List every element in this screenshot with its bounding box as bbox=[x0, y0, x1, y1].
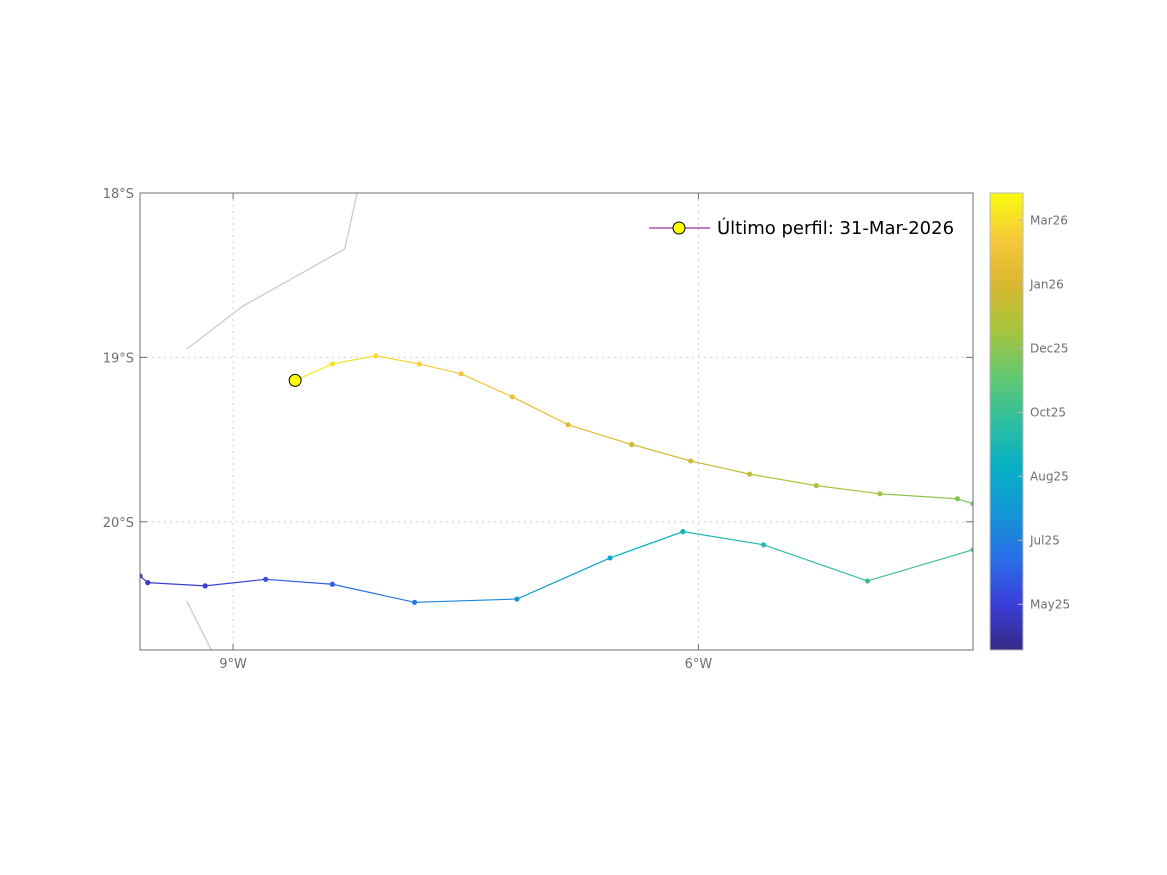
profile-point bbox=[629, 441, 635, 448]
colorbar-label: Jan26 bbox=[1029, 277, 1064, 291]
trajectory-segment bbox=[609, 531, 684, 559]
trajectory-segment bbox=[332, 583, 415, 603]
contour-line bbox=[186, 193, 358, 350]
colorbar-label: Jul25 bbox=[1029, 533, 1060, 547]
profile-point bbox=[145, 580, 151, 586]
x-tick-label: 6°W bbox=[685, 657, 713, 672]
trajectory-segment bbox=[460, 373, 513, 398]
profile-point bbox=[970, 501, 973, 507]
profile-point bbox=[607, 555, 613, 561]
legend-label: Último perfil: 31-Mar-2026 bbox=[717, 217, 954, 239]
contour-lines bbox=[186, 193, 358, 650]
profile-point bbox=[514, 596, 520, 602]
trajectory-segment bbox=[749, 473, 817, 487]
colorbar-label: Mar26 bbox=[1030, 213, 1068, 227]
trajectory-segment bbox=[867, 549, 973, 582]
legend-marker bbox=[672, 221, 686, 235]
profile-point bbox=[416, 361, 422, 367]
profile-point bbox=[760, 542, 767, 548]
trajectory-segment bbox=[294, 363, 333, 381]
profile-point bbox=[329, 581, 335, 587]
profile-point bbox=[329, 361, 335, 367]
profile-point bbox=[202, 583, 208, 589]
trajectory-segment bbox=[375, 355, 420, 365]
profile-point bbox=[954, 496, 961, 502]
colorbar-gradient bbox=[989, 192, 1024, 651]
last-profile-marker bbox=[288, 373, 302, 387]
profile-point bbox=[877, 491, 883, 497]
profile-point bbox=[411, 599, 418, 605]
trajectory-segment bbox=[879, 493, 958, 500]
profile-point bbox=[373, 353, 379, 359]
trajectory-segment bbox=[332, 355, 376, 365]
profile-point bbox=[458, 371, 464, 377]
y-tick-label: 19°S bbox=[103, 351, 134, 366]
profile-point bbox=[747, 471, 753, 477]
trajectory bbox=[140, 353, 973, 605]
trajectory-segment bbox=[957, 498, 973, 505]
y-tick-label: 20°S bbox=[103, 516, 134, 531]
profile-point bbox=[509, 394, 515, 400]
profile-point bbox=[140, 573, 143, 579]
profile-point bbox=[864, 578, 871, 584]
colorbar-label: Aug25 bbox=[1030, 469, 1069, 483]
trajectory-segment bbox=[516, 557, 611, 600]
colorbar-label: Oct25 bbox=[1030, 405, 1066, 419]
trajectory-segment bbox=[419, 363, 462, 375]
colorbar: Mar26 Jan26 Dec25 Oct25 Aug25 Jul25 May25 bbox=[989, 192, 1070, 651]
trajectory-segment bbox=[567, 424, 632, 446]
trajectory-segment bbox=[631, 443, 691, 462]
legend: Último perfil: 31-Mar-2026 bbox=[649, 217, 954, 239]
trajectory-segment bbox=[205, 578, 266, 587]
trajectory-segment bbox=[690, 460, 750, 475]
profile-point bbox=[813, 483, 819, 489]
profile-point bbox=[970, 547, 973, 553]
trajectory-segment bbox=[414, 598, 517, 603]
plot-area bbox=[140, 193, 973, 650]
plot-frame bbox=[139, 192, 974, 651]
trajectory-segment bbox=[147, 582, 206, 587]
y-tick-label: 18°S bbox=[103, 187, 134, 202]
trajectory-segment bbox=[682, 531, 764, 546]
contour-line bbox=[186, 600, 212, 650]
colorbar-label: Dec25 bbox=[1030, 341, 1069, 355]
profile-point bbox=[688, 458, 694, 464]
x-tick-label: 9°W bbox=[219, 657, 247, 672]
axes: 9°W 6°W 18°S 19°S 20°S bbox=[103, 187, 973, 672]
trajectory-segment bbox=[816, 485, 881, 495]
profile-point bbox=[263, 576, 269, 582]
trajectory-segment bbox=[265, 578, 333, 585]
profile-point bbox=[680, 529, 686, 535]
profile-point bbox=[565, 422, 571, 428]
colorbar-label: May25 bbox=[1030, 597, 1070, 611]
trajectory-segment bbox=[512, 396, 569, 426]
trajectory-segment bbox=[763, 544, 868, 582]
